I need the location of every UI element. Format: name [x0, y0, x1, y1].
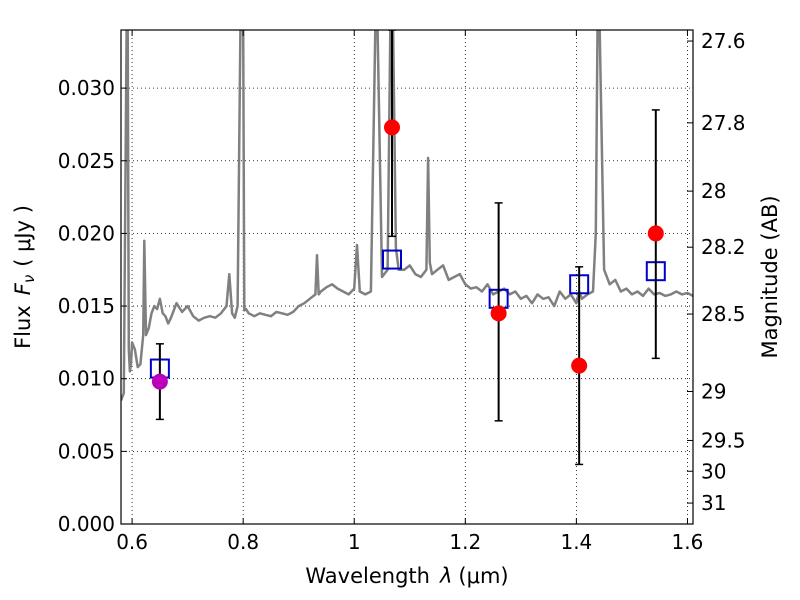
- x-tick-label: 0.8: [227, 530, 259, 554]
- y2-tick-label: 28.5: [701, 302, 746, 326]
- flux-point: [384, 119, 401, 136]
- y2-tick-label: 30: [701, 459, 726, 483]
- y2-tick-label: 29: [701, 379, 726, 403]
- x-axis-label: Wavelength λ (μm): [305, 564, 508, 588]
- y2-tick-label: 28: [701, 179, 726, 203]
- y-axis-label: FluxFν( μJy ): [11, 205, 38, 349]
- axis-ticks: 0.6 0.8 1 1.2 1.4 1.6 0.000 0.005 0.010 0.015 0.02…: [58, 29, 746, 554]
- plot-frame: [120, 29, 694, 525]
- model-square-marker: [382, 249, 403, 270]
- y2-tick-label: 29.5: [701, 428, 746, 452]
- plot-area: [121, 30, 693, 466]
- y-tick-label: 0.000: [58, 512, 115, 536]
- x-tick-label: 1.4: [560, 530, 592, 554]
- y-tick-label: 0.015: [58, 294, 115, 318]
- spectrum-line: [121, 30, 693, 401]
- y2-tick-label: 27.8: [701, 111, 746, 135]
- x-tick-label: 1.2: [449, 530, 481, 554]
- y-tick-label: 0.010: [58, 367, 115, 391]
- y-tick-label: 0.005: [58, 439, 115, 463]
- y2-tick-label: 31: [701, 491, 726, 515]
- y-tick-label: 0.025: [58, 149, 115, 173]
- flux-point: [647, 225, 664, 242]
- x-tick-label: 0.6: [116, 530, 148, 554]
- flux-point: [151, 373, 168, 390]
- y2-axis-label: Magnitude (AB): [758, 195, 782, 358]
- y2-tick-label: 27.6: [701, 29, 746, 53]
- y2-tick-label: 28.2: [701, 235, 746, 259]
- y-tick-label: 0.020: [58, 221, 115, 245]
- x-tick-label: 1.6: [672, 530, 704, 554]
- y-tick-label: 0.030: [58, 76, 115, 100]
- flux-point: [571, 357, 588, 374]
- flux-point: [490, 305, 507, 322]
- x-tick-label: 1: [348, 530, 361, 554]
